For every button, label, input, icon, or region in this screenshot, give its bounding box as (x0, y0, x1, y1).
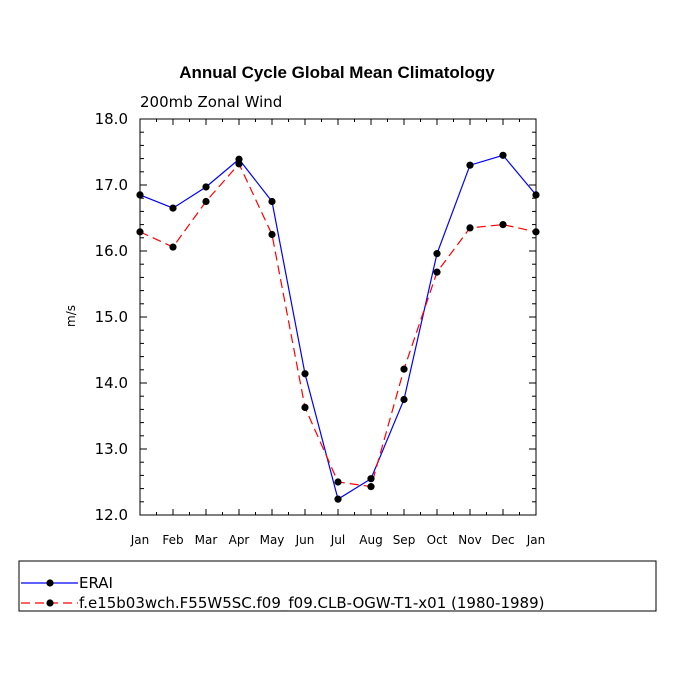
x-tick-label: Sep (393, 533, 416, 547)
data-point-model (136, 228, 144, 236)
y-tick-label: 18.0 (95, 110, 128, 128)
plot-frame (139, 118, 537, 516)
chart-subtitle: 200mb Zonal Wind (140, 93, 282, 111)
data-point-model (433, 268, 441, 276)
data-point-erai (367, 475, 375, 483)
x-tick-label: Jun (295, 533, 315, 547)
x-tick-label: Dec (491, 533, 514, 547)
series-line-erai (139, 154, 537, 501)
y-tick-label: 15.0 (95, 308, 128, 326)
data-point-model (334, 478, 342, 486)
data-point-model (400, 365, 408, 373)
data-point-erai (433, 250, 441, 258)
data-point-erai (532, 191, 540, 199)
y-tick-label: 16.0 (95, 242, 128, 260)
y-tick-label: 17.0 (95, 176, 128, 194)
data-point-erai (334, 495, 342, 503)
data-point-erai (268, 197, 276, 206)
x-tick-label: Oct (427, 533, 448, 547)
y-axis-label: m/s (64, 305, 78, 327)
x-tick-label: Mar (195, 533, 218, 547)
data-point-erai (400, 395, 408, 404)
x-tick-label: May (260, 533, 285, 547)
data-point-erai (466, 161, 474, 169)
y-tick-label: 12.0 (95, 506, 128, 524)
x-tick-label: Apr (229, 533, 250, 547)
x-tick-label: Aug (359, 533, 382, 547)
data-point-erai (169, 204, 177, 212)
chart-title: Annual Cycle Global Mean Climatology (179, 63, 495, 82)
data-point-model (268, 230, 276, 239)
x-tick-label: Jan (130, 533, 150, 547)
data-point-model (499, 221, 507, 229)
data-point-model (532, 228, 540, 236)
legend-label: f.e15b03wch.F55W5SC.f09_f09.CLB-OGW-T1-x… (79, 594, 544, 613)
data-point-model (367, 483, 375, 491)
y-tick-label: 13.0 (95, 440, 128, 458)
x-tick-label: Jul (330, 533, 345, 547)
x-tick-label: Feb (162, 533, 183, 547)
legend-box (18, 560, 657, 612)
data-point-model (169, 243, 177, 251)
data-point-erai (136, 191, 144, 199)
data-point-erai (202, 183, 210, 191)
data-point-model (466, 224, 474, 232)
data-point-model (202, 197, 210, 206)
data-point-model (301, 403, 309, 412)
legend-marker (46, 599, 54, 607)
data-point-model (235, 160, 243, 168)
legend-marker (46, 579, 54, 587)
data-point-erai (301, 370, 309, 378)
x-tick-label: Jan (526, 533, 546, 547)
data-point-erai (499, 151, 507, 159)
legend-label: ERAI (79, 574, 113, 592)
series-line-model (139, 162, 537, 488)
y-tick-label: 14.0 (95, 374, 128, 392)
x-tick-label: Nov (458, 533, 481, 547)
